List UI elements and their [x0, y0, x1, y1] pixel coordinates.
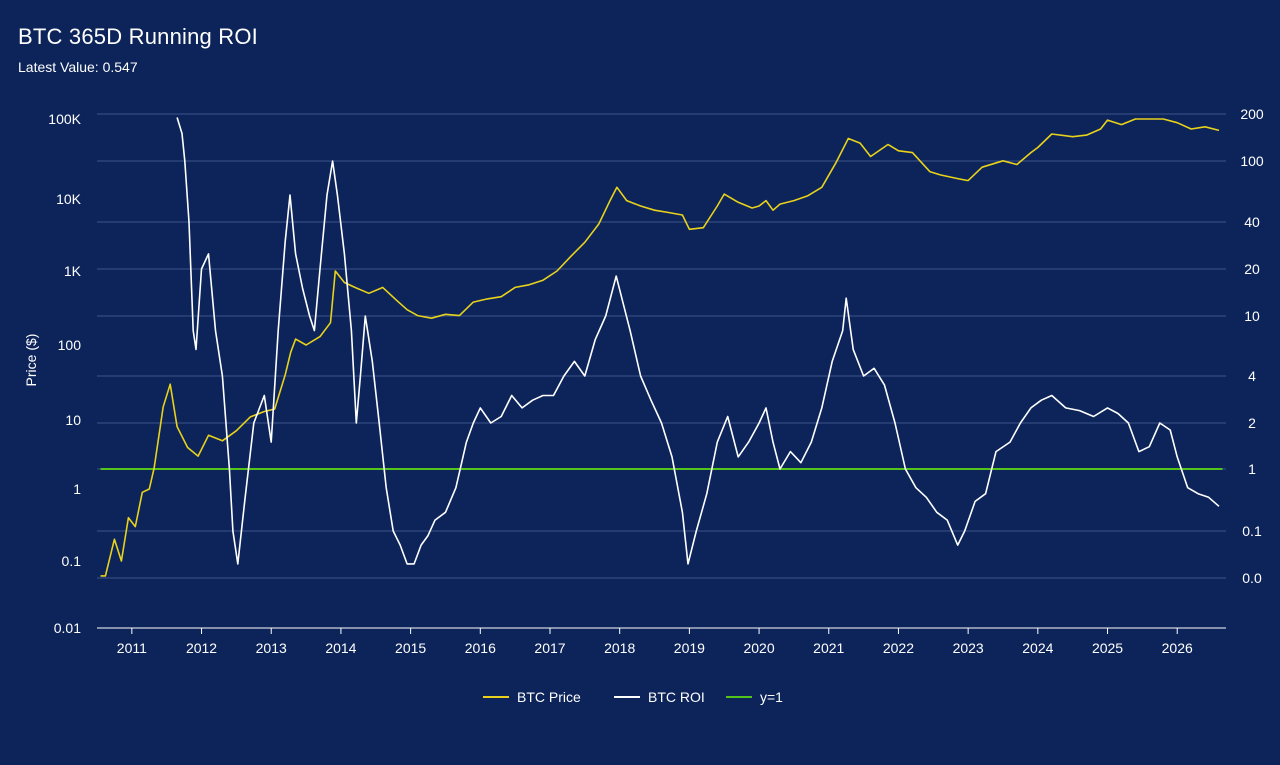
y-left-tick-label: 100K: [48, 111, 81, 127]
x-tick-label: 2018: [604, 640, 635, 656]
x-tick-label: 2011: [117, 640, 147, 656]
x-tick-label: 2025: [1092, 640, 1123, 656]
series-btc-roi: [176, 117, 1220, 565]
y-right-tick-label: 200: [1240, 106, 1264, 122]
right-axis-ticks: 200 100 40 20 10 4 2 1 0.1 0.0: [1240, 106, 1264, 586]
y-left-tick-label: 0.01: [54, 620, 81, 636]
y-left-tick-label: 0.1: [62, 553, 82, 569]
x-tick-label: 2020: [743, 640, 774, 656]
chart-title: BTC 365D Running ROI: [18, 24, 258, 49]
chart-subtitle: Latest Value: 0.547: [18, 59, 138, 75]
y-right-tick-label: 4: [1248, 368, 1256, 384]
y-left-tick-label: 100: [58, 337, 82, 353]
y-right-tick-label: 0.1: [1242, 523, 1262, 539]
y-left-tick-label: 1: [73, 481, 81, 497]
y-left-tick-label: 10: [65, 412, 81, 428]
x-tick-label: 2019: [674, 640, 705, 656]
legend-label: BTC Price: [517, 689, 581, 705]
x-tick-label: 2014: [325, 640, 356, 656]
y-right-tick-label: 10: [1244, 308, 1260, 324]
y-axis-label-left: Price ($): [23, 334, 39, 387]
x-tick-label: 2013: [256, 640, 287, 656]
x-tick-label: 2021: [813, 640, 844, 656]
y-right-tick-label: 100: [1240, 153, 1264, 169]
x-tick-label: 2024: [1022, 640, 1053, 656]
x-tick-label: 2017: [534, 640, 565, 656]
x-axis-ticks: 2011 2012 2013 2014 2015 2016 2017 2018 2019 2020…: [117, 628, 1193, 656]
legend: BTC Price BTC ROI y=1: [483, 689, 783, 705]
x-tick-label: 2016: [465, 640, 496, 656]
legend-label: y=1: [760, 689, 783, 705]
y-left-tick-label: 10K: [56, 191, 82, 207]
y-right-tick-label: 20: [1244, 261, 1260, 277]
y-left-tick-label: 1K: [64, 263, 82, 279]
x-tick-label: 2022: [883, 640, 914, 656]
x-tick-label: 2012: [186, 640, 217, 656]
series-btc-price: [100, 118, 1220, 577]
legend-label: BTC ROI: [648, 689, 705, 705]
grid-layer: [97, 113, 1226, 579]
y-right-tick-label: 1: [1248, 461, 1256, 477]
x-tick-label: 2015: [395, 640, 426, 656]
y-right-tick-label: 0.0: [1242, 570, 1262, 586]
left-axis-ticks: 0.01 0.1 1 10 100 1K 10K 100K: [48, 111, 81, 636]
x-tick-label: 2026: [1162, 640, 1193, 656]
y-right-tick-label: 2: [1248, 415, 1256, 431]
y-right-tick-label: 40: [1244, 214, 1260, 230]
series-layer: [100, 117, 1223, 577]
x-tick-label: 2023: [953, 640, 984, 656]
